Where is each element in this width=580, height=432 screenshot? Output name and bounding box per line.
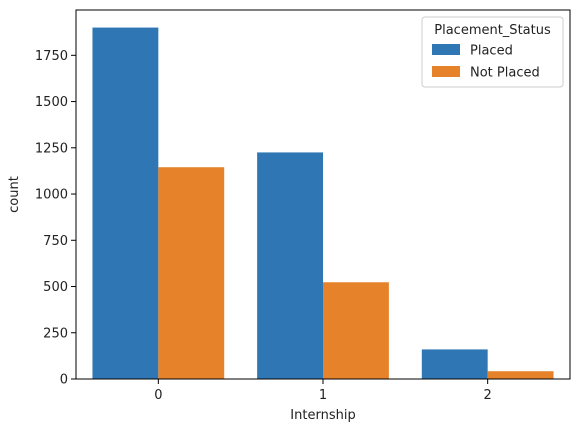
bar-not-placed-1 — [323, 282, 389, 379]
y-tick-label: 0 — [60, 373, 68, 388]
legend-label-placed: Placed — [470, 44, 513, 59]
legend-title: Placement_Status — [434, 23, 551, 38]
x-axis-ticks: 0 1 2 — [154, 379, 492, 403]
legend-swatch-placed — [432, 44, 460, 55]
legend-swatch-not-placed — [432, 66, 460, 77]
x-axis-label: Internship — [290, 408, 355, 423]
y-tick-label: 1250 — [35, 141, 68, 156]
bar-placed-2 — [421, 349, 488, 379]
bar-placed-0 — [92, 27, 159, 379]
y-tick-label: 250 — [43, 326, 68, 341]
y-axis-label: count — [7, 176, 22, 213]
legend-items: Placed Not Placed — [432, 44, 540, 81]
bars-layer — [92, 27, 554, 379]
x-tick-label: 2 — [484, 388, 492, 403]
bar-placed-1 — [257, 152, 323, 379]
x-tick-label: 0 — [154, 388, 162, 403]
x-tick-label: 1 — [319, 388, 327, 403]
legend: Placement_Status Placed Not Placed — [421, 16, 564, 88]
y-tick-label: 1750 — [35, 49, 68, 64]
y-tick-label: 1500 — [35, 95, 68, 110]
y-tick-label: 500 — [43, 280, 68, 295]
legend-label-not-placed: Not Placed — [470, 66, 540, 81]
bar-not-placed-2 — [487, 371, 554, 379]
y-tick-label: 750 — [43, 234, 68, 249]
bar-not-placed-0 — [158, 167, 225, 379]
y-axis-ticks: 0 250 500 750 1000 1250 1500 1750 — [35, 49, 76, 388]
y-tick-label: 1000 — [35, 188, 68, 203]
